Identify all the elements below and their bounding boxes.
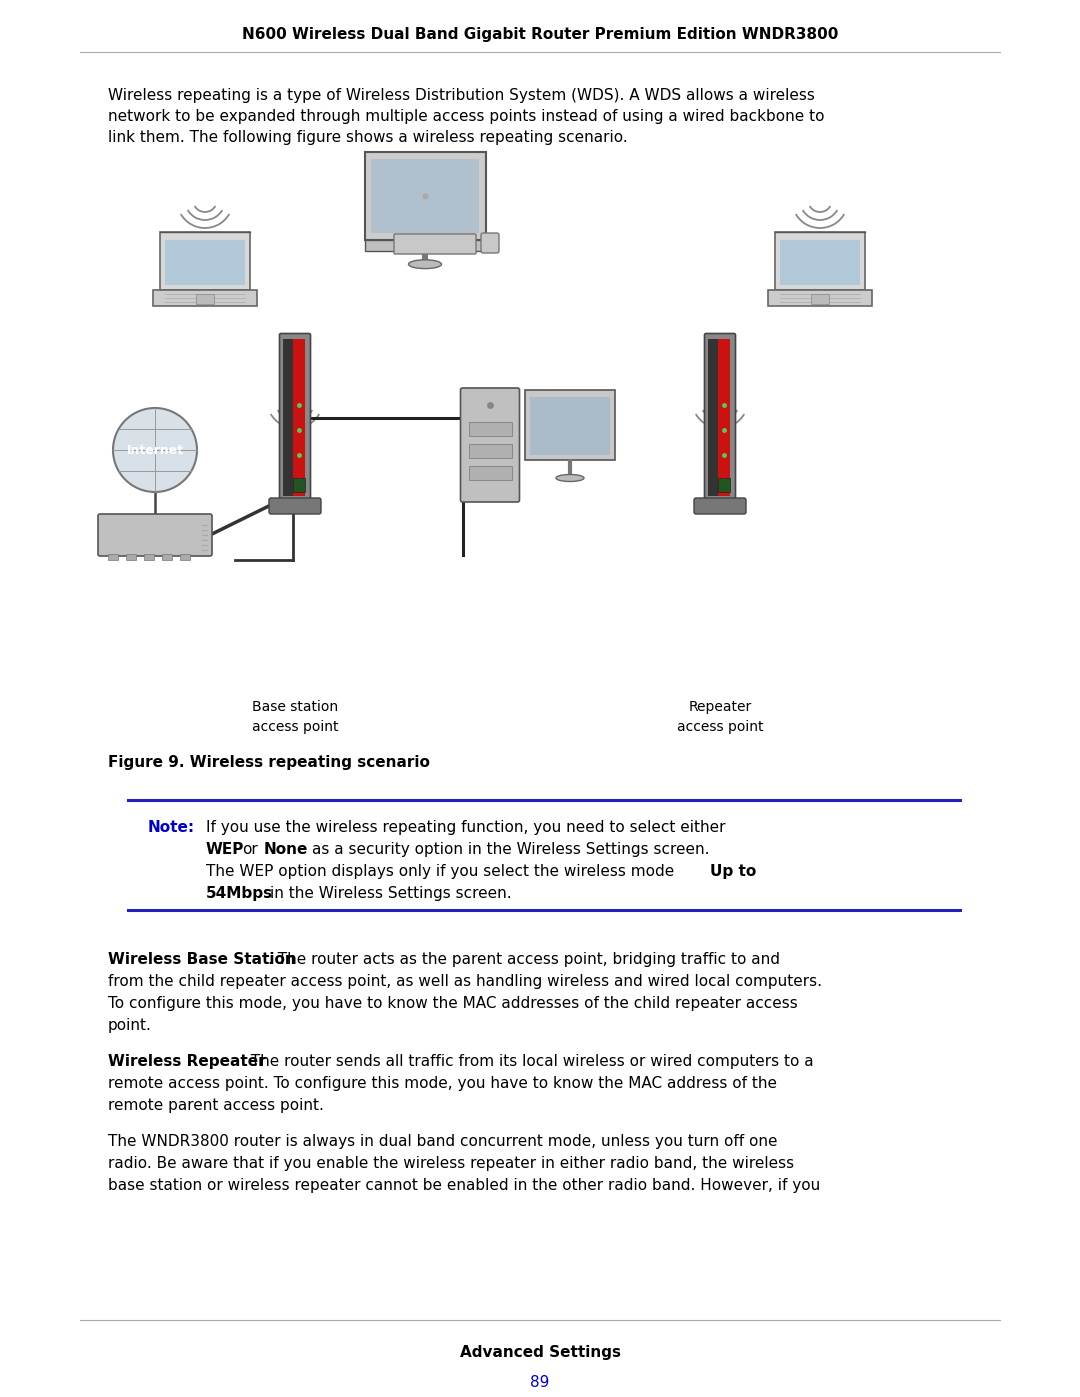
Text: If you use the wireless repeating function, you need to select either: If you use the wireless repeating functi… bbox=[206, 820, 726, 835]
FancyBboxPatch shape bbox=[280, 334, 311, 502]
Text: . The router sends all traffic from its local wireless or wired computers to a: . The router sends all traffic from its … bbox=[241, 1053, 813, 1069]
Circle shape bbox=[113, 408, 197, 492]
Text: To configure this mode, you have to know the MAC addresses of the child repeater: To configure this mode, you have to know… bbox=[108, 996, 798, 1011]
Bar bbox=[780, 240, 860, 285]
Text: Repeater: Repeater bbox=[688, 700, 752, 714]
Bar bbox=[180, 555, 190, 560]
Text: point.: point. bbox=[108, 1018, 152, 1032]
Bar bbox=[165, 240, 245, 285]
Text: as a security option in the Wireless Settings screen.: as a security option in the Wireless Set… bbox=[312, 842, 710, 856]
Bar bbox=[162, 555, 172, 560]
Bar bbox=[811, 293, 829, 305]
Text: . The router acts as the parent access point, bridging traffic to and: . The router acts as the parent access p… bbox=[268, 951, 780, 967]
Text: 54Mbps: 54Mbps bbox=[206, 886, 273, 901]
Ellipse shape bbox=[408, 260, 442, 268]
FancyBboxPatch shape bbox=[768, 291, 872, 306]
Text: remote access point. To configure this mode, you have to know the MAC address of: remote access point. To configure this m… bbox=[108, 1076, 777, 1091]
Text: Advanced Settings: Advanced Settings bbox=[459, 1345, 621, 1361]
Bar bbox=[365, 240, 486, 251]
Bar bbox=[108, 555, 118, 560]
FancyBboxPatch shape bbox=[460, 388, 519, 502]
Text: network to be expanded through multiple access points instead of using a wired b: network to be expanded through multiple … bbox=[108, 109, 824, 124]
Text: access point: access point bbox=[677, 719, 764, 733]
FancyBboxPatch shape bbox=[365, 152, 486, 240]
FancyBboxPatch shape bbox=[394, 235, 476, 254]
Text: Figure 9. Wireless repeating scenario: Figure 9. Wireless repeating scenario bbox=[108, 754, 430, 770]
Bar bbox=[469, 467, 512, 481]
Text: Wireless repeating is a type of Wireless Distribution System (WDS). A WDS allows: Wireless repeating is a type of Wireless… bbox=[108, 88, 815, 103]
Bar bbox=[469, 444, 512, 458]
Bar bbox=[126, 555, 136, 560]
Text: Base station: Base station bbox=[252, 700, 338, 714]
Bar bbox=[293, 339, 306, 496]
Bar bbox=[708, 339, 718, 496]
Text: Internet: Internet bbox=[126, 443, 184, 457]
Text: The WNDR3800 router is always in dual band concurrent mode, unless you turn off : The WNDR3800 router is always in dual ba… bbox=[108, 1134, 778, 1148]
FancyBboxPatch shape bbox=[704, 334, 735, 502]
Text: or: or bbox=[242, 842, 258, 856]
Bar bbox=[195, 293, 214, 305]
Text: link them. The following figure shows a wireless repeating scenario.: link them. The following figure shows a … bbox=[108, 130, 627, 145]
Text: Note:: Note: bbox=[148, 820, 195, 835]
FancyBboxPatch shape bbox=[775, 232, 865, 291]
FancyBboxPatch shape bbox=[153, 291, 257, 306]
Bar bbox=[144, 555, 154, 560]
Text: None: None bbox=[264, 842, 309, 856]
Text: 89: 89 bbox=[530, 1375, 550, 1390]
FancyBboxPatch shape bbox=[694, 497, 746, 514]
Bar bbox=[469, 422, 512, 436]
Text: access point: access point bbox=[252, 719, 338, 733]
Bar bbox=[530, 397, 610, 455]
FancyBboxPatch shape bbox=[481, 233, 499, 253]
Text: remote parent access point.: remote parent access point. bbox=[108, 1098, 324, 1113]
Text: The WEP option displays only if you select the wireless mode: The WEP option displays only if you sele… bbox=[206, 863, 679, 879]
Ellipse shape bbox=[556, 475, 584, 482]
Text: Wireless Base Station: Wireless Base Station bbox=[108, 951, 296, 967]
Text: radio. Be aware that if you enable the wireless repeater in either radio band, t: radio. Be aware that if you enable the w… bbox=[108, 1155, 794, 1171]
Bar bbox=[283, 339, 293, 496]
FancyBboxPatch shape bbox=[160, 232, 249, 291]
Text: Up to: Up to bbox=[710, 863, 756, 879]
FancyBboxPatch shape bbox=[269, 497, 321, 514]
Text: in the Wireless Settings screen.: in the Wireless Settings screen. bbox=[270, 886, 512, 901]
Text: WEP: WEP bbox=[206, 842, 244, 856]
Bar bbox=[718, 339, 730, 496]
Bar bbox=[718, 478, 730, 492]
Text: from the child repeater access point, as well as handling wireless and wired loc: from the child repeater access point, as… bbox=[108, 974, 822, 989]
Text: N600 Wireless Dual Band Gigabit Router Premium Edition WNDR3800: N600 Wireless Dual Band Gigabit Router P… bbox=[242, 28, 838, 42]
FancyBboxPatch shape bbox=[525, 390, 615, 460]
Text: base station or wireless repeater cannot be enabled in the other radio band. How: base station or wireless repeater cannot… bbox=[108, 1178, 820, 1193]
Bar bbox=[293, 478, 306, 492]
Text: Wireless Repeater: Wireless Repeater bbox=[108, 1053, 266, 1069]
FancyBboxPatch shape bbox=[98, 514, 212, 556]
Bar bbox=[372, 159, 478, 233]
